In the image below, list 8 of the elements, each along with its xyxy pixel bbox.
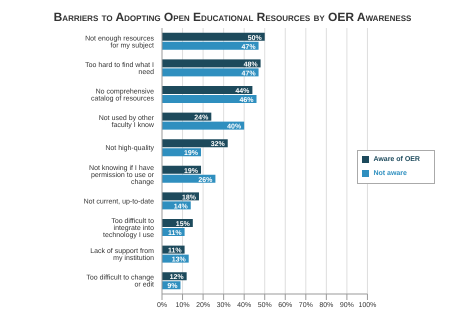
chart-title: Barriers to Adopting Open Educational Resources by OER Awareness — [52, 9, 412, 24]
bar — [162, 59, 261, 68]
bar — [162, 42, 259, 50]
bar — [162, 86, 252, 94]
bar — [162, 122, 244, 130]
bar — [162, 68, 259, 76]
bar — [162, 94, 256, 103]
bar — [162, 32, 265, 41]
